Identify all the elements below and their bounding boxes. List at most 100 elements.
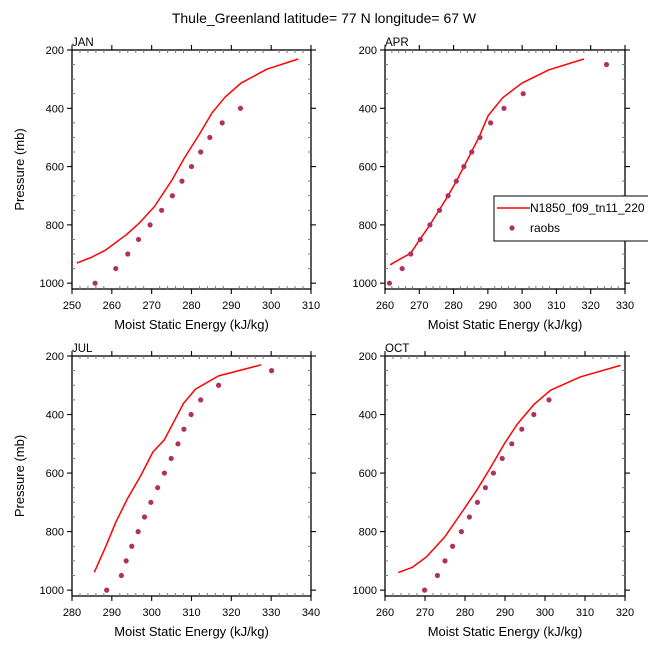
y-tick-label: 600 — [359, 162, 377, 174]
raobs-point — [135, 529, 141, 535]
raobs-point — [499, 455, 505, 462]
panel-title: APR — [385, 37, 409, 49]
y-axis-title: Pressure (mb) — [12, 435, 27, 517]
raobs-point — [422, 587, 428, 593]
raobs-point — [168, 455, 174, 462]
raobs-point — [135, 236, 142, 243]
x-tick-label: 330 — [616, 300, 634, 312]
raobs-point — [118, 572, 124, 579]
raobs-point — [268, 368, 275, 374]
x-tick-label: 310 — [302, 300, 320, 312]
x-tick-label: 340 — [302, 607, 320, 619]
x-tick-label: 290 — [222, 300, 240, 312]
panel-jul: 280 290 300 310 320 330 340 200 400 600 800 1000 JUL… — [12, 343, 320, 639]
x-tick-label: 290 — [479, 300, 497, 312]
raobs-point — [501, 105, 507, 111]
raobs-point — [546, 397, 552, 403]
raobs-point — [477, 134, 483, 141]
x-tick-label: 280 — [63, 607, 81, 619]
model-series-line — [397, 364, 621, 574]
x-tick-label: 260 — [103, 300, 121, 312]
plot-frame — [71, 49, 312, 290]
raobs-point — [427, 222, 433, 228]
raobs-point — [125, 251, 131, 257]
raobs-point — [453, 178, 459, 184]
panel-title: JAN — [72, 37, 94, 49]
raobs-point — [461, 163, 467, 170]
x-tick-label: 310 — [576, 607, 594, 619]
raobs-point — [519, 426, 525, 432]
raobs-point — [129, 543, 135, 549]
x-tick-label: 290 — [496, 607, 514, 619]
x-tick-label: 300 — [142, 607, 160, 619]
x-axis-title: Moist Static Energy (kJ/kg) — [428, 624, 583, 639]
x-tick-label: 300 — [262, 300, 280, 312]
y-tick-label: 1000 — [353, 278, 377, 290]
raobs-point — [179, 178, 185, 184]
raobs-point — [181, 426, 187, 432]
raobs-point — [509, 441, 515, 447]
y-tick-label: 1000 — [40, 278, 64, 290]
legend: N1850_f09_tn11_220 raobs — [493, 195, 648, 242]
panel-apr: 260 270 280 290 300 310 320 330 200 400 600 800 1000… — [353, 37, 635, 332]
legend-box — [493, 195, 648, 242]
raobs-point — [141, 514, 148, 520]
x-tick-label: 320 — [616, 607, 634, 619]
x-tick-label: 300 — [536, 607, 554, 619]
raobs-point — [520, 91, 526, 97]
raobs-point — [237, 105, 244, 111]
raobs-point — [198, 397, 204, 403]
x-tick-label: 290 — [103, 607, 121, 619]
raobs-point — [399, 265, 405, 272]
model-series-line — [76, 58, 299, 264]
raobs-point — [147, 222, 153, 228]
x-tick-label: 260 — [376, 300, 394, 312]
panels: 250 260 270 280 290 300 310 200 400 600 800 1000 JAN… — [12, 37, 634, 639]
raobs-point — [215, 382, 222, 388]
y-tick-label: 200 — [46, 45, 64, 57]
raobs-point — [417, 236, 423, 243]
x-tick-label: 280 — [456, 607, 474, 619]
y-tick-label: 400 — [46, 103, 64, 115]
x-tick-label: 300 — [513, 300, 531, 312]
x-tick-label: 270 — [410, 300, 428, 312]
raobs-point — [113, 265, 119, 272]
raobs-point — [445, 193, 451, 199]
raobs-point — [488, 120, 494, 126]
y-tick-label: 200 — [46, 351, 64, 363]
raobs-point — [198, 149, 204, 155]
legend-label-obs: raobs — [530, 221, 560, 235]
y-tick-label: 600 — [46, 468, 64, 480]
x-tick-label: 330 — [262, 607, 280, 619]
y-tick-label: 400 — [359, 103, 377, 115]
raobs-point — [408, 251, 414, 257]
x-tick-label: 270 — [416, 607, 434, 619]
y-tick-label: 800 — [46, 527, 64, 539]
raobs-point — [159, 207, 165, 213]
raobs-point — [386, 280, 393, 286]
y-tick-label: 600 — [46, 162, 64, 174]
x-tick-label: 270 — [142, 300, 160, 312]
x-tick-label: 260 — [376, 607, 394, 619]
raobs-point — [175, 441, 181, 447]
x-tick-label: 280 — [444, 300, 462, 312]
raobs-point — [188, 163, 195, 170]
x-tick-label: 280 — [182, 300, 200, 312]
y-tick-label: 200 — [359, 45, 377, 57]
legend-label-model: N1850_f09_tn11_220 — [530, 201, 645, 215]
x-axis-title: Moist Static Energy (kJ/kg) — [428, 317, 583, 332]
y-tick-label: 800 — [46, 220, 64, 232]
model-series-line — [389, 58, 585, 266]
legend-marker-swatch — [509, 225, 515, 231]
x-axis-title: Moist Static Energy (kJ/kg) — [114, 317, 269, 332]
raobs-point — [466, 514, 472, 520]
raobs-point — [603, 61, 610, 68]
raobs-point — [161, 470, 168, 476]
raobs-point — [469, 149, 475, 155]
raobs-point — [436, 207, 443, 213]
model-series-line — [93, 364, 262, 573]
raobs-point — [482, 485, 488, 491]
y-tick-label: 400 — [359, 410, 377, 422]
x-tick-label: 320 — [222, 607, 240, 619]
x-tick-label: 250 — [63, 300, 81, 312]
